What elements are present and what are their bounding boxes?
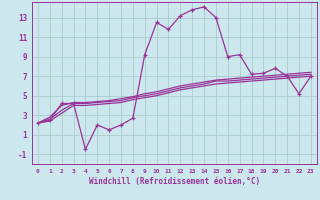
X-axis label: Windchill (Refroidissement éolien,°C): Windchill (Refroidissement éolien,°C)	[89, 177, 260, 186]
